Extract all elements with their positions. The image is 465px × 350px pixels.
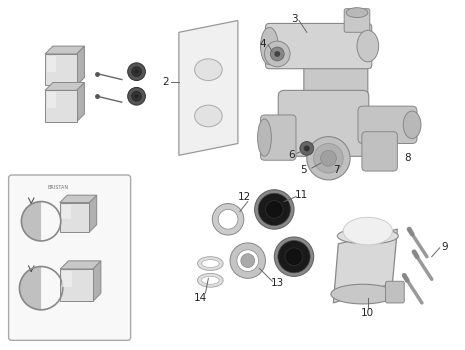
Text: 6: 6 [289,150,295,160]
Text: 10: 10 [361,308,374,318]
Polygon shape [60,195,97,203]
FancyBboxPatch shape [266,23,372,69]
Circle shape [314,144,343,173]
FancyBboxPatch shape [362,132,397,171]
Text: 11: 11 [295,190,308,200]
FancyBboxPatch shape [358,106,417,144]
Polygon shape [333,229,397,303]
Ellipse shape [343,217,392,245]
Circle shape [266,201,283,218]
Bar [62,271,72,287]
Bar [45,54,77,85]
Bar [60,203,89,232]
Bar [47,56,56,72]
Circle shape [241,254,255,267]
Polygon shape [77,83,84,122]
Circle shape [255,190,294,229]
Polygon shape [93,261,101,301]
FancyBboxPatch shape [260,115,296,160]
Circle shape [128,88,146,105]
Circle shape [213,204,244,235]
Circle shape [278,240,310,273]
Ellipse shape [331,284,395,304]
FancyBboxPatch shape [304,57,368,111]
Ellipse shape [357,30,379,62]
Text: BRISTAN: BRISTAN [47,185,68,190]
Polygon shape [45,83,84,90]
Circle shape [128,63,146,80]
Ellipse shape [346,8,368,18]
Circle shape [270,47,284,61]
Ellipse shape [201,276,219,284]
Text: 9: 9 [441,242,448,252]
Polygon shape [77,46,84,85]
Circle shape [320,150,336,166]
Circle shape [265,41,290,67]
FancyBboxPatch shape [9,175,131,340]
Polygon shape [60,261,101,269]
Bar [45,90,77,122]
Text: 12: 12 [238,192,252,202]
Circle shape [285,248,303,266]
Ellipse shape [258,119,272,156]
Circle shape [135,70,138,74]
Text: 14: 14 [194,293,207,303]
Text: 7: 7 [333,165,339,175]
FancyBboxPatch shape [344,9,370,32]
Circle shape [307,136,350,180]
Ellipse shape [260,27,278,65]
FancyBboxPatch shape [319,146,337,168]
Polygon shape [179,21,238,155]
Circle shape [132,67,141,77]
Ellipse shape [201,260,219,267]
Circle shape [132,91,141,101]
Ellipse shape [403,111,421,139]
FancyBboxPatch shape [278,90,369,156]
Circle shape [274,237,314,276]
Ellipse shape [198,257,223,271]
Text: 3: 3 [291,14,297,23]
Circle shape [237,250,259,272]
Circle shape [300,141,314,155]
Text: 5: 5 [300,165,307,175]
Polygon shape [45,46,84,54]
Ellipse shape [195,59,222,80]
Circle shape [218,209,238,229]
Circle shape [274,51,280,57]
Bar [60,269,93,301]
Ellipse shape [337,228,399,244]
Bar [47,92,56,108]
Wedge shape [21,202,41,241]
Wedge shape [20,266,41,310]
Ellipse shape [195,105,222,127]
Circle shape [304,146,310,152]
Text: 13: 13 [271,278,284,288]
Circle shape [230,243,266,278]
Bar [62,204,71,219]
Text: 2: 2 [162,77,168,86]
Circle shape [135,94,138,98]
Text: 8: 8 [404,153,411,163]
FancyBboxPatch shape [385,281,404,303]
Text: 4: 4 [259,39,266,49]
Ellipse shape [198,273,223,287]
Circle shape [258,193,291,226]
Polygon shape [89,195,97,232]
